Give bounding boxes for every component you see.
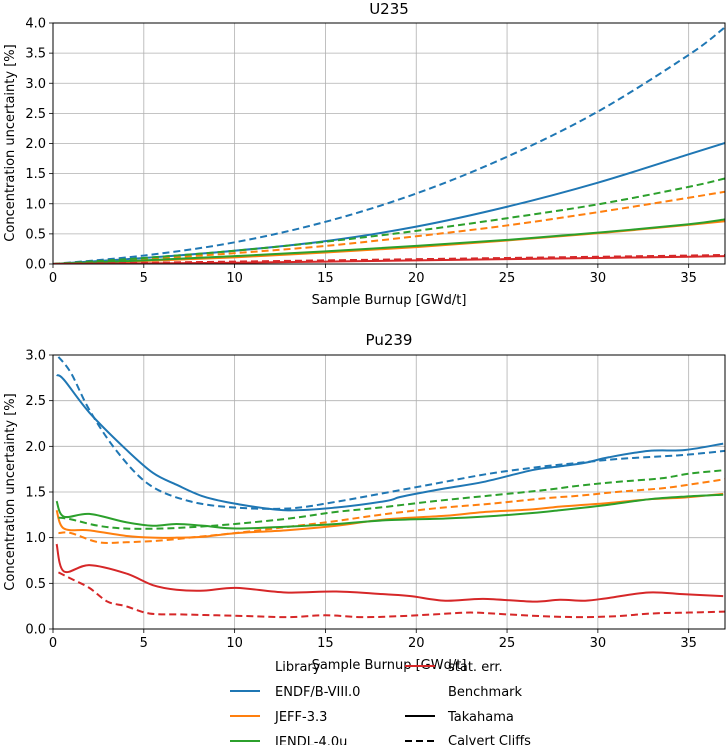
chart-title: U235	[369, 0, 409, 18]
grid	[52, 354, 725, 630]
series-lines	[55, 356, 725, 619]
y-tick-label: 3.5	[25, 47, 46, 62]
y-tick-label: 1.0	[25, 531, 46, 546]
y-tick-label: 1.0	[25, 197, 46, 212]
x-tick-label: 10	[226, 271, 243, 286]
x-tick-label: 5	[140, 636, 148, 651]
series-line-stat-err--calvert-cliffs	[53, 253, 725, 264]
legend-library-header: Library	[275, 660, 321, 675]
x-tick-label: 35	[680, 636, 697, 651]
y-tick-label: 4.0	[25, 17, 46, 32]
legend-label-takahama: Takahama	[447, 710, 514, 725]
y-tick-label: 2.5	[25, 394, 46, 409]
y-tick-label: 2.0	[25, 137, 46, 152]
series-line-jeff-3-3-calvert-cliffs	[58, 478, 725, 544]
series-line-jendl-4-0u-takahama	[53, 218, 725, 264]
y-tick-label: 1.5	[25, 486, 46, 501]
series-line-jeff-3-3-calvert-cliffs	[53, 190, 725, 264]
x-tick-label: 20	[408, 271, 425, 286]
grid	[52, 22, 725, 265]
series-line-jendl-4-0u-calvert-cliffs	[58, 469, 725, 530]
x-tick-label: 25	[499, 271, 516, 286]
chart-title: Pu239	[366, 331, 413, 349]
legend: Library Benchmark ENDF/B-VIII.0 JEFF-3.3…	[230, 660, 531, 745]
series-line-stat-err--calvert-cliffs	[57, 571, 725, 619]
x-tick-label: 15	[317, 636, 334, 651]
x-tick-label: 25	[499, 636, 516, 651]
legend-label-calvert-cliffs: Calvert Cliffs	[448, 734, 531, 745]
series-lines	[53, 26, 725, 264]
ticks: 0 5 10 15 20 25 30 35 0.0 0.5 1.0 1.5 2.0 2.5 3.0	[25, 349, 697, 652]
legend-label-jendl: JENDL-4.0u	[274, 735, 347, 745]
series-line-endf-b-viii-0-calvert-cliffs	[53, 26, 725, 264]
series-line-endf-b-viii-0-calvert-cliffs	[57, 356, 725, 510]
y-tick-label: 0.5	[25, 227, 46, 242]
x-axis-label: Sample Burnup [GWd/t]	[312, 658, 467, 673]
series-line-stat-err--takahama	[55, 543, 724, 603]
legend-benchmark-header: Benchmark	[448, 685, 523, 700]
x-axis-label: Sample Burnup [GWd/t]	[312, 293, 467, 308]
y-tick-label: 0.5	[25, 577, 46, 592]
pu239-chart: Pu239 0 5 10 15 20 25 30 35 0.0 0.5 1.0 1.5 2.0 2.5 3.…	[3, 331, 726, 673]
y-tick-label: 0.0	[25, 623, 46, 638]
x-tick-label: 30	[590, 271, 607, 286]
y-tick-label: 3.0	[25, 77, 46, 92]
ticks: 0 5 10 15 20 25 30 35 0.0 0.5 1.0 1.5 2.0 2.5 3.0 3.5 4.…	[25, 17, 697, 287]
y-tick-label: 2.5	[25, 107, 46, 122]
x-tick-label: 20	[408, 636, 425, 651]
legend-label-stat-err: stat. err.	[448, 660, 503, 675]
y-axis-label: Concentration uncertainty [%]	[3, 44, 18, 241]
y-tick-label: 2.0	[25, 440, 46, 455]
y-tick-label: 1.5	[25, 167, 46, 182]
x-tick-label: 0	[49, 271, 57, 286]
x-tick-label: 30	[590, 636, 607, 651]
x-tick-label: 0	[49, 636, 57, 651]
legend-label-endf: ENDF/B-VIII.0	[275, 685, 360, 700]
y-axis-label: Concentration uncertainty [%]	[3, 393, 18, 590]
x-tick-label: 35	[680, 271, 697, 286]
y-tick-label: 3.0	[25, 349, 46, 364]
y-tick-label: 0.0	[25, 258, 46, 273]
series-line-jendl-4-0u-takahama	[55, 493, 724, 530]
x-tick-label: 5	[140, 271, 148, 286]
x-tick-label: 15	[317, 271, 334, 286]
series-line-jendl-4-0u-calvert-cliffs	[53, 177, 725, 264]
x-tick-label: 10	[226, 636, 243, 651]
u235-chart: U235 0 5 10 15 20 25 30 35 0.0 0.5 1.0 1.5 2.0 2.5 3.0…	[3, 0, 726, 308]
legend-label-jeff: JEFF-3.3	[274, 710, 327, 725]
series-line-endf-b-viii-0-takahama	[56, 374, 724, 512]
